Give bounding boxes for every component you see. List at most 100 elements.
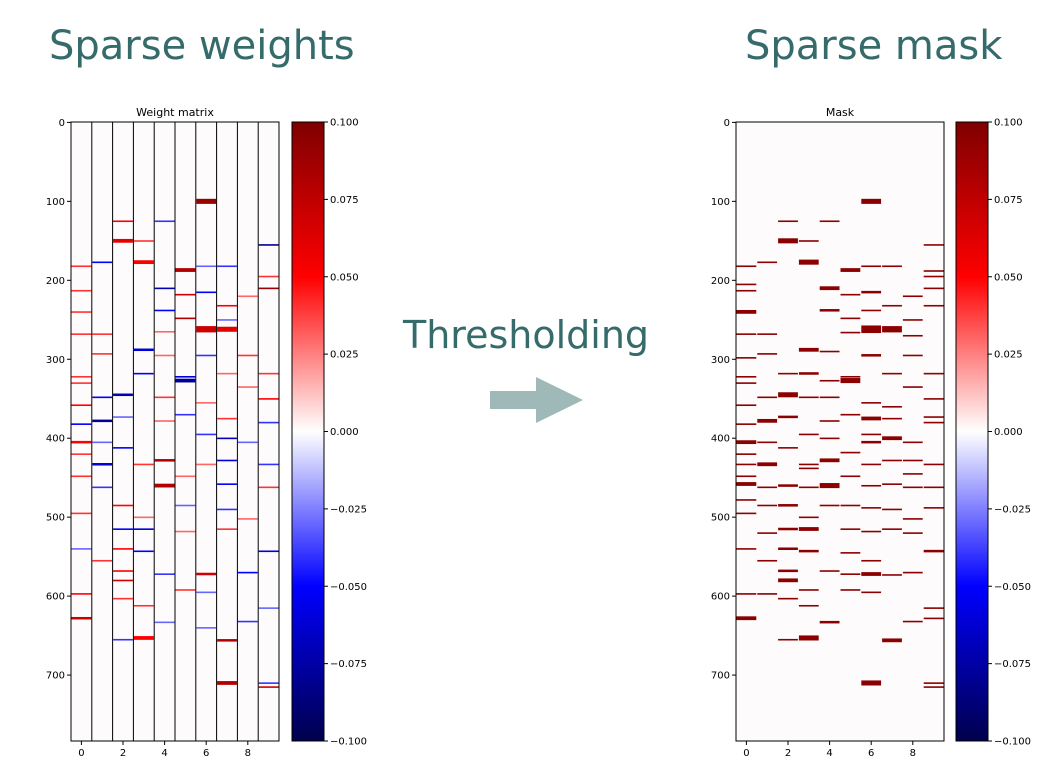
heatmap-cell — [798, 549, 819, 553]
heatmap-cell — [819, 620, 840, 624]
heatmap-cell — [113, 528, 133, 530]
colorbar-tick-label: −0.075 — [994, 659, 1031, 670]
heatmap-cell — [902, 518, 923, 520]
heatmap-cell — [196, 627, 217, 629]
heatmap-cell — [902, 620, 923, 623]
heatmap-cell — [92, 353, 113, 355]
heatmap-cell — [882, 574, 902, 576]
right-arrow-icon — [490, 377, 583, 423]
heatmap-cell — [882, 483, 902, 485]
heatmap-cell — [92, 559, 113, 562]
y-tick-label: 0 — [724, 118, 730, 129]
colorbar-tick-label: −0.050 — [994, 582, 1031, 593]
heatmap-cell — [71, 333, 92, 335]
heatmap-cell — [840, 528, 861, 530]
heatmap-cell — [71, 375, 92, 378]
heatmap-cell — [217, 417, 237, 420]
x-tick-label: 4 — [826, 748, 832, 759]
heading-sparse-mask: Sparse mask — [745, 23, 1003, 69]
thresholding-arrow — [490, 377, 583, 423]
heatmap-cell — [923, 617, 944, 620]
colorbar-tick-label: 0.075 — [330, 195, 359, 206]
heatmap-cell — [154, 287, 175, 290]
heatmap-cell — [175, 475, 196, 478]
heatmap-cell — [798, 347, 819, 352]
heatmap-cell — [736, 283, 757, 286]
heatmap-cell — [798, 433, 819, 436]
heatmap-cell — [736, 475, 757, 478]
x-tick-label: 8 — [245, 748, 251, 759]
heatmap-cell — [113, 579, 133, 582]
mask-cells — [736, 198, 944, 688]
heatmap-cell — [196, 265, 217, 268]
heatmap-cell — [92, 463, 113, 466]
heatmap-cell — [923, 682, 944, 684]
heatmap-cell — [175, 378, 196, 383]
heatmap-cell — [902, 295, 923, 298]
thresholding-label: Thresholding — [403, 313, 650, 357]
heatmap-cell — [736, 265, 757, 268]
heatmap-cell — [923, 275, 944, 278]
heatmap-cell — [133, 604, 154, 607]
heatmap-cell — [258, 398, 279, 400]
y-tick-label: 500 — [711, 513, 730, 524]
heatmap-cell — [902, 441, 923, 444]
heatmap-cell — [840, 375, 861, 378]
heatmap-cell — [736, 482, 757, 486]
heatmap-cell — [861, 559, 882, 562]
heatmap-cell — [175, 504, 196, 507]
heatmap-cell — [861, 572, 882, 576]
heatmap-cell — [196, 572, 217, 576]
mask-frame — [735, 121, 945, 742]
heatmap-cell — [196, 198, 217, 204]
heatmap-cell — [757, 462, 778, 467]
heatmap-cell — [757, 532, 778, 534]
heatmap-cell — [902, 532, 923, 534]
heatmap-cell — [133, 372, 154, 375]
heatmap-cell — [778, 220, 798, 223]
heatmap-cell — [882, 459, 902, 462]
heatmap-cell — [237, 571, 258, 574]
heatmap-cell — [736, 309, 757, 314]
heatmap-cell — [923, 416, 944, 418]
heatmap-cell — [778, 504, 798, 507]
heatmap-cell — [840, 451, 861, 454]
heatmap-cell — [217, 459, 237, 462]
heatmap-cell — [840, 268, 861, 272]
heatmap-cell — [258, 686, 279, 688]
heatmap-cell — [798, 516, 819, 519]
heatmap-cell — [154, 220, 175, 223]
heatmap-cell — [196, 463, 217, 466]
heatmap-cell — [736, 548, 757, 550]
heatmap-cell — [840, 504, 861, 507]
heatmap-cell — [237, 354, 258, 357]
heatmap-cell — [258, 372, 279, 375]
colorbar-tick-label: 0.000 — [994, 427, 1023, 438]
mask-title: Mask — [826, 106, 855, 119]
heatmap-cell — [798, 467, 819, 470]
heatmap-cell — [736, 375, 757, 378]
heatmap-cell — [840, 331, 861, 334]
heatmap-cell — [882, 372, 902, 375]
heatmap-cell — [71, 440, 92, 444]
heatmap-cell — [778, 447, 798, 449]
weight-matrix-panel: 0 100 200 300 400 500 600 700 0 2 4 6 8 Weight matr… — [46, 106, 367, 759]
heatmap-cell — [113, 393, 133, 397]
heatmap-cell — [92, 396, 113, 399]
heatmap-cell — [154, 459, 175, 462]
heatmap-cell — [113, 548, 133, 550]
heatmap-cell — [778, 597, 798, 600]
heatmap-cell — [757, 441, 778, 444]
weight-matrix-column-separators — [91, 122, 259, 741]
heatmap-cell — [113, 638, 133, 641]
heatmap-cell — [902, 571, 923, 574]
heatmap-cell — [778, 578, 798, 583]
y-tick-label: 400 — [711, 434, 730, 445]
colorbar-tick-label: 0.075 — [994, 195, 1023, 206]
heatmap-cell — [71, 423, 92, 425]
heatmap-cell — [902, 473, 923, 475]
heatmap-cell — [133, 348, 154, 352]
heatmap-cell — [861, 198, 882, 204]
heatmap-cell — [778, 392, 798, 398]
